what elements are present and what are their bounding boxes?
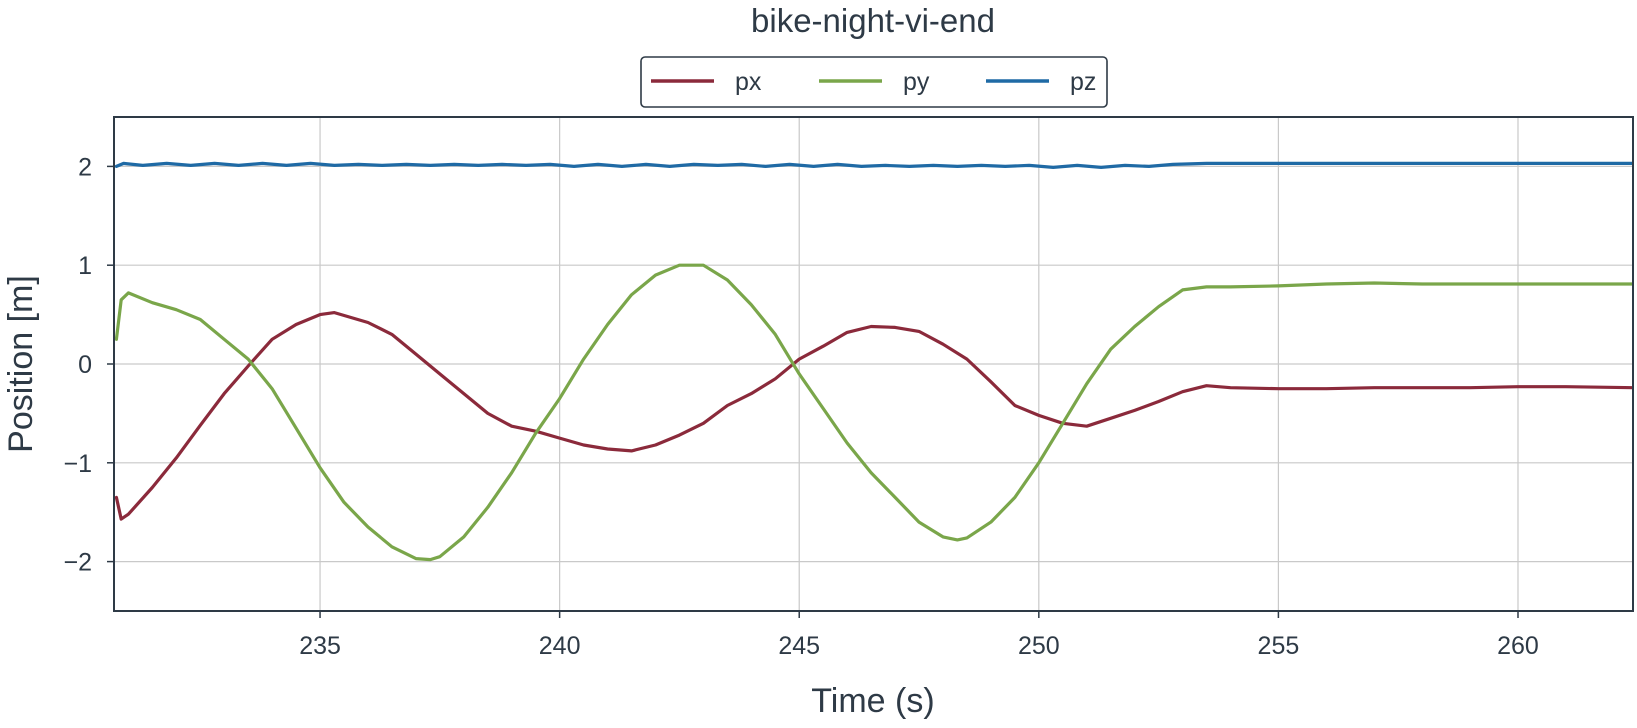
- series-line-py: [114, 263, 1633, 562]
- x-tick-label: 245: [778, 632, 820, 660]
- x-axis: 235 240 245 250 255 260: [299, 611, 1539, 660]
- y-axis-label: Position [m]: [2, 275, 40, 453]
- x-tick-label: 260: [1497, 632, 1539, 660]
- y-tick-label: 1: [78, 252, 92, 280]
- x-tick-label: 255: [1258, 632, 1300, 660]
- y-axis: −2 −1 0 1 2: [63, 153, 114, 577]
- x-axis-label: Time (s): [811, 682, 934, 720]
- series-layer: [114, 161, 1633, 562]
- chart-title: bike-night-vi-end: [751, 2, 995, 39]
- x-tick-label: 235: [299, 632, 341, 660]
- y-tick-label: 0: [78, 351, 92, 379]
- x-tick-label: 240: [539, 632, 581, 660]
- legend-label-py: py: [903, 68, 930, 96]
- y-tick-label: −2: [63, 549, 92, 577]
- y-tick-label: 2: [78, 153, 92, 181]
- legend-label-px: px: [735, 68, 762, 96]
- series-line-pz: [114, 161, 1633, 169]
- legend-label-pz: pz: [1070, 68, 1096, 96]
- legend: px py pz: [640, 56, 1108, 108]
- series-line-px: [114, 311, 1633, 521]
- y-tick-label: −1: [63, 450, 92, 478]
- x-tick-label: 250: [1018, 632, 1060, 660]
- grid: [114, 117, 1633, 611]
